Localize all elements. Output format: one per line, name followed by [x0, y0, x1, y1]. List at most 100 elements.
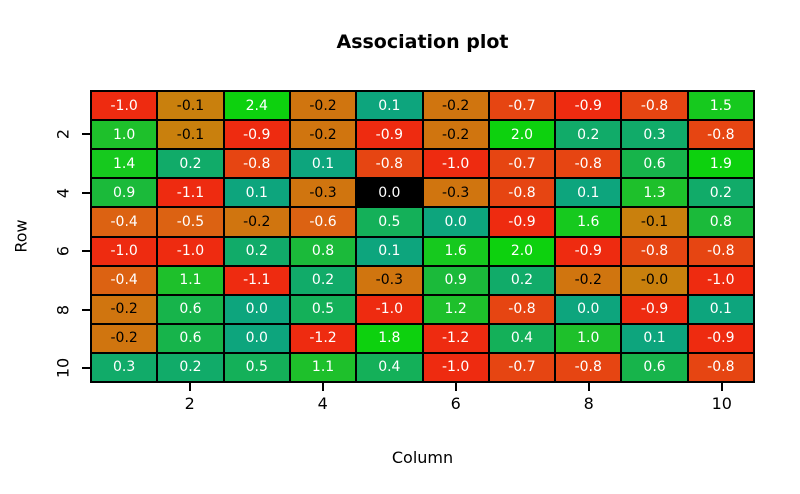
heatmap-cell: 0.1 [356, 91, 423, 121]
heatmap-cell: 1.8 [356, 323, 423, 353]
heatmap-cell: -0.8 [555, 149, 622, 179]
heatmap-cell: -0.9 [488, 207, 556, 237]
y-axis-tick-label: 10 [53, 358, 73, 379]
heatmap-cell: -0.5 [157, 207, 224, 237]
heatmap-cell: 0.2 [157, 149, 224, 179]
x-axis-tick-label: 4 [317, 394, 328, 413]
heatmap-cell: -0.4 [91, 265, 158, 295]
heatmap-cell: 0.6 [621, 352, 688, 382]
x-axis-tick-label: 10 [711, 394, 732, 413]
heatmap-cell: 1.4 [91, 149, 158, 179]
heatmap-cell: 0.0 [555, 294, 622, 324]
y-axis-tick [82, 308, 90, 311]
heatmap-cell: 1.9 [687, 149, 754, 179]
heatmap-cell: -0.2 [555, 265, 622, 295]
heatmap-cell: 0.2 [687, 178, 754, 208]
heatmap-cell: 0.1 [289, 149, 357, 179]
heatmap-cell: -0.7 [488, 91, 556, 121]
y-axis-tick [82, 250, 90, 253]
heatmap-cell: 0.3 [621, 120, 688, 150]
heatmap-cell: -0.1 [157, 91, 224, 121]
heatmap-cell: 0.2 [289, 265, 357, 295]
heatmap-cell: -0.2 [422, 91, 489, 121]
heatmap-cell: -0.3 [422, 178, 489, 208]
heatmap-cell: 0.5 [289, 294, 357, 324]
heatmap-cell: 1.1 [289, 352, 357, 382]
y-axis-tick [82, 367, 90, 370]
heatmap-cell: -0.8 [687, 120, 754, 150]
heatmap-cell: -0.8 [621, 236, 688, 266]
heatmap-cell: 0.1 [621, 323, 688, 353]
y-axis-tick-label: 6 [53, 246, 73, 257]
x-axis: 2 4 6 8 10 [90, 383, 755, 423]
y-axis-tick-label: 2 [53, 128, 73, 140]
y-axis-tick [82, 132, 90, 135]
heatmap-cell: -1.0 [687, 265, 754, 295]
heatmap-cell: 0.1 [687, 294, 754, 324]
heatmap-cell: 0.5 [223, 352, 290, 382]
heatmap-cell: 1.2 [422, 294, 489, 324]
heatmap-cell: 0.5 [356, 207, 423, 237]
heatmap-cell: -0.1 [157, 120, 224, 150]
heatmap-cell: 0.6 [157, 323, 224, 353]
heatmap-cell: -0.9 [555, 236, 622, 266]
x-axis-title: Column [391, 448, 454, 467]
heatmap-cell: 0.0 [356, 178, 423, 208]
heatmap-cell: -1.2 [289, 323, 357, 353]
y-axis-tick [82, 191, 90, 194]
x-axis-tick-label: 6 [450, 394, 461, 413]
heatmap-cell: -0.8 [621, 91, 688, 121]
x-axis-tick-label: 2 [184, 394, 195, 413]
heatmap-cell: -0.8 [687, 352, 754, 382]
heatmap-cell: 1.6 [555, 207, 622, 237]
heatmap-cell: -1.2 [422, 323, 489, 353]
heatmap-cell: 0.0 [422, 207, 489, 237]
heatmap-cell: -0.9 [356, 120, 423, 150]
heatmap-cell: -1.0 [91, 236, 158, 266]
heatmap-cell: 0.6 [157, 294, 224, 324]
heatmap-cell: -0.2 [223, 207, 290, 237]
heatmap-cell: 0.6 [621, 149, 688, 179]
heatmap-cell: -1.0 [91, 91, 158, 121]
heatmap-cell: 0.0 [223, 294, 290, 324]
heatmap-cell: -0.3 [356, 265, 423, 295]
heatmap-cell: -0.8 [223, 149, 290, 179]
heatmap-cell: 0.2 [157, 352, 224, 382]
y-axis-tick-label: 4 [53, 187, 73, 198]
heatmap-cell: 1.0 [555, 323, 622, 353]
heatmap-cell: -0.2 [289, 91, 357, 121]
heatmap-cell: -0.2 [91, 323, 158, 353]
heatmap-cell: -1.0 [356, 294, 423, 324]
heatmap-cell: 1.1 [157, 265, 224, 295]
x-axis-tick [188, 383, 191, 391]
x-axis-tick [720, 383, 723, 391]
x-axis-tick [321, 383, 324, 391]
heatmap-cell: 2.4 [223, 91, 290, 121]
y-axis: 2 4 6 8 10 [0, 90, 90, 383]
heatmap-cell: 0.1 [555, 178, 622, 208]
heatmap-cell: -0.9 [687, 323, 754, 353]
plot-title: Association plot [336, 31, 509, 53]
heatmap-cell: -0.2 [289, 120, 357, 150]
heatmap-cell: -1.1 [223, 265, 290, 295]
heatmap-cell: 0.9 [91, 178, 158, 208]
heatmap-cell: 1.0 [91, 120, 158, 150]
heatmap-cell: 0.4 [356, 352, 423, 382]
heatmap-cell: 0.8 [289, 236, 357, 266]
heatmap-cell: 1.6 [422, 236, 489, 266]
heatmap-cell: -0.9 [621, 294, 688, 324]
heatmap-cell: -0.9 [223, 120, 290, 150]
heatmap-cell: -0.2 [91, 294, 158, 324]
heatmap-cell: 0.2 [555, 120, 622, 150]
heatmap-cell: 0.2 [223, 236, 290, 266]
heatmap-cell: -0.8 [555, 352, 622, 382]
heatmap-cell: 0.3 [91, 352, 158, 382]
heatmap-cell: -1.0 [422, 149, 489, 179]
heatmap-cell: -0.2 [422, 120, 489, 150]
heatmap-cell: -0.8 [488, 294, 556, 324]
y-axis-title: Row [11, 219, 31, 253]
heatmap-cell: -0.4 [91, 207, 158, 237]
heatmap-cell: -0.0 [621, 265, 688, 295]
heatmap-cell: -1.1 [157, 178, 224, 208]
